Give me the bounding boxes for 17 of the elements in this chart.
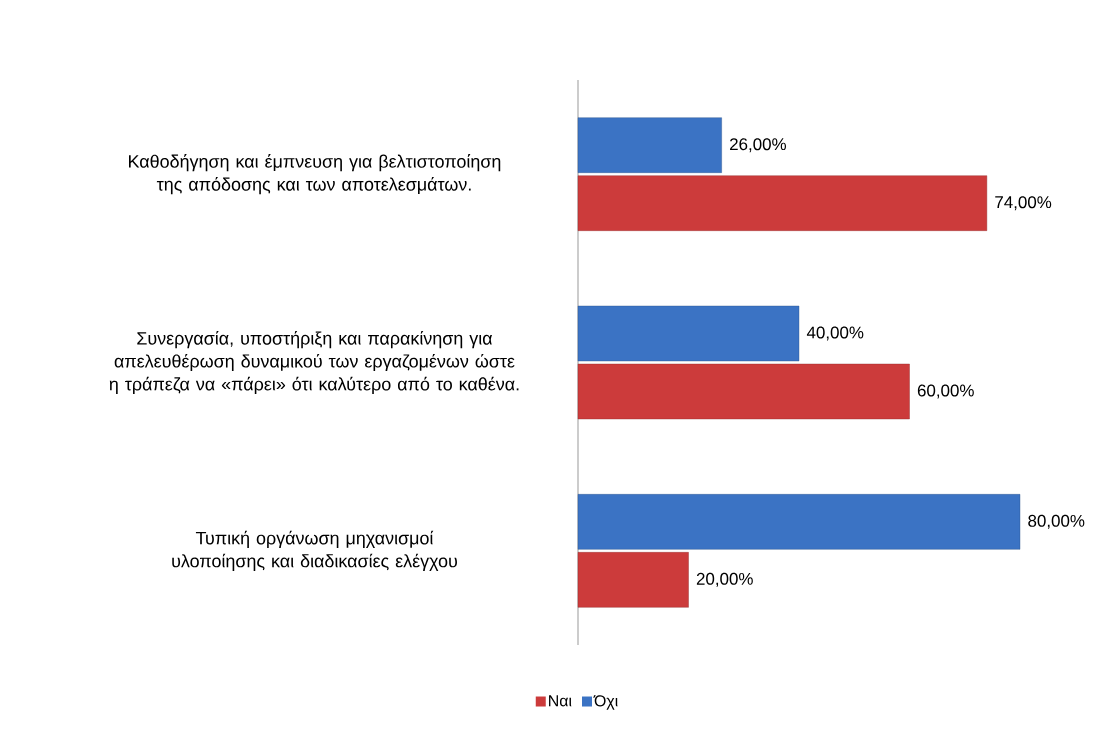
legend-label: Ναι xyxy=(549,695,572,707)
y-tick-label: Καθοδήγηση και έμπνευση για βελτιστοποίηση της απόδοσης και των αποτελεσμάτων. xyxy=(129,154,501,195)
bar xyxy=(577,494,1021,550)
data-label: 26,00% xyxy=(730,138,786,153)
y-tick-label: Συνεργασία, υποστήριξη και παρακίνηση για απελευθέρωση δυναμικού των εργαζομένων ώστε η τράπεζα να «πάρει» ότι καλύτερο από το καθένα. xyxy=(109,330,519,395)
bar xyxy=(577,305,800,362)
data-label: 80,00% xyxy=(1028,514,1085,529)
bar xyxy=(577,363,910,420)
data-label: 40,00% xyxy=(806,326,864,341)
data-label: 74,00% xyxy=(995,196,1052,211)
bar xyxy=(577,175,988,231)
data-label: 20,00% xyxy=(696,572,753,587)
y-tick-label: Τυπική οργάνωση μηχανισμοί υλοποίησης και διαδικασίες ελέγχου xyxy=(172,530,457,571)
bar xyxy=(577,117,722,173)
bar xyxy=(577,552,689,608)
legend-label: Όχι xyxy=(593,695,618,710)
data-label: 60,00% xyxy=(917,384,974,399)
